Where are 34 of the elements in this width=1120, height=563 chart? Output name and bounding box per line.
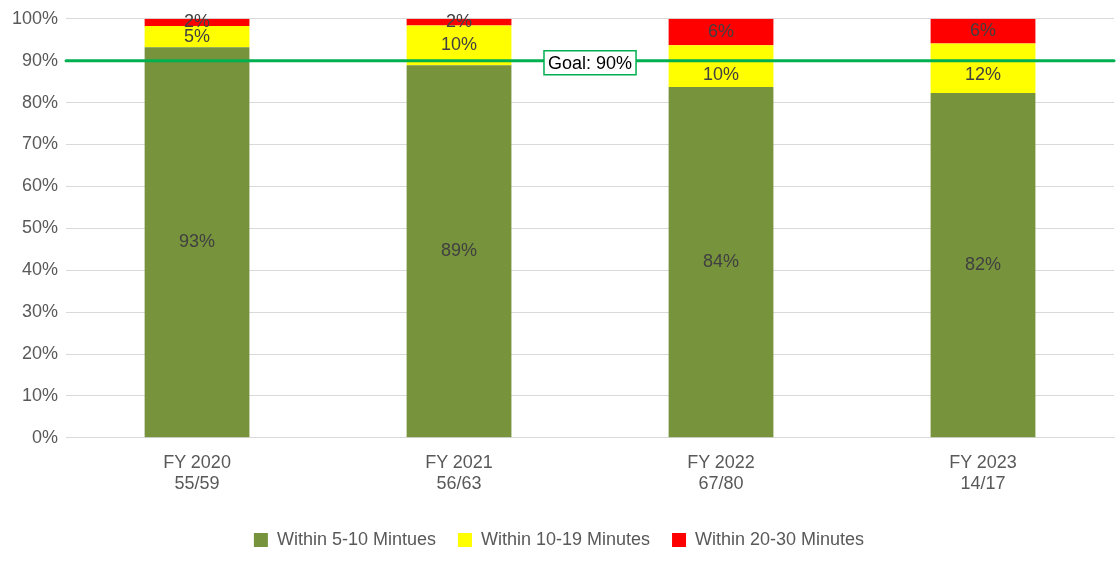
data-label: 12% <box>964 63 1002 84</box>
data-label: 93% <box>179 231 216 252</box>
y-tick-label: 100% <box>11 7 59 28</box>
data-label: 6% <box>970 20 997 41</box>
bar <box>930 18 1036 44</box>
bar <box>144 47 250 438</box>
x-tick-label: FY 2021 56/63 <box>425 451 493 494</box>
bar <box>930 92 1036 438</box>
y-tick-label: 60% <box>22 175 59 196</box>
data-label: 6% <box>708 20 735 41</box>
y-tick-label: 30% <box>22 301 59 322</box>
x-tick-label: FY 2020 55/59 <box>163 451 231 494</box>
y-tick-label: 10% <box>22 384 59 405</box>
data-label: 10% <box>441 34 478 55</box>
bar <box>406 65 512 438</box>
legend-label: Within 5-10 Mintues <box>276 528 436 549</box>
legend-label: Within 10-19 Minutes <box>480 528 651 549</box>
legend-label: Within 20-30 Minutes <box>695 528 865 549</box>
y-tick-label: 80% <box>22 91 59 112</box>
data-label: 10% <box>703 63 740 84</box>
y-tick-label: 20% <box>22 342 59 363</box>
y-tick-label: 40% <box>22 259 59 280</box>
y-tick-label: 0% <box>32 426 59 447</box>
y-tick-label: 50% <box>22 217 59 238</box>
data-label: 84% <box>703 251 740 272</box>
ref-line-label: Goal: 90% <box>547 52 633 73</box>
y-tick-label: 70% <box>22 133 59 154</box>
bar <box>668 18 774 46</box>
bar <box>668 87 774 438</box>
x-tick-label: FY 2023 14/17 <box>949 451 1017 494</box>
x-tick-label: FY 2022 67/80 <box>687 451 755 494</box>
data-label: 89% <box>441 240 478 261</box>
data-label: 82% <box>964 254 1002 275</box>
y-tick-label: 90% <box>22 49 59 70</box>
